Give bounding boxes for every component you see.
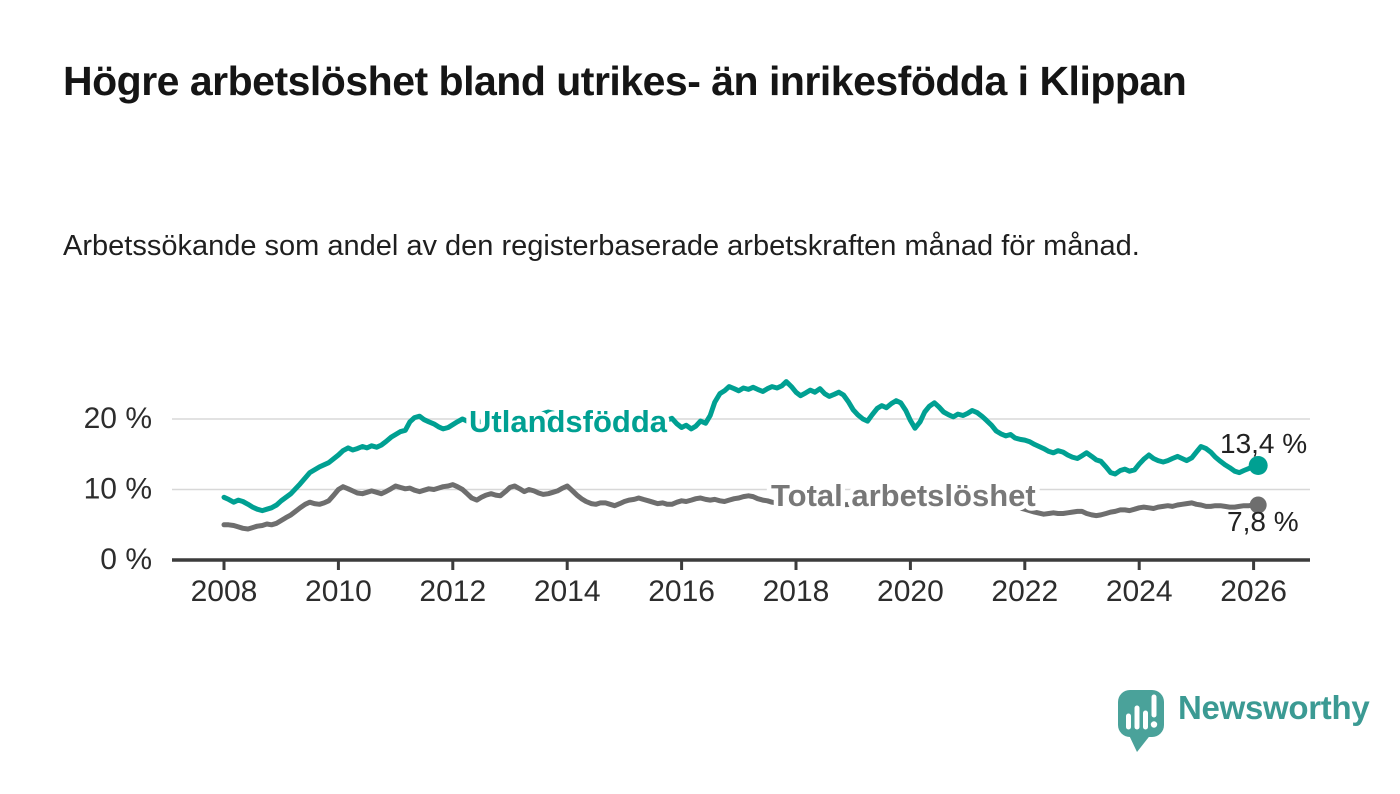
y-tick-label: 20 % bbox=[84, 402, 152, 435]
series-line-total bbox=[221, 482, 1261, 532]
logo-exclamation-dot bbox=[1150, 721, 1158, 728]
x-tick-label: 2024 bbox=[1106, 575, 1173, 608]
brand-footer: Newsworthy bbox=[1116, 686, 1370, 756]
series-label-total: Total arbetslöshet bbox=[771, 478, 1036, 513]
end-value-label-total: 7,8 % bbox=[1227, 506, 1299, 537]
newsworthy-logo-icon bbox=[1118, 690, 1164, 752]
x-tick-label: 2022 bbox=[991, 575, 1058, 608]
y-tick-label: 0 % bbox=[100, 543, 152, 576]
x-tick-label: 2012 bbox=[419, 575, 486, 608]
series-line-utlandsfodda bbox=[221, 379, 1261, 514]
series-end-dot-utlandsfodda bbox=[1248, 456, 1268, 476]
y-tick-label: 10 % bbox=[84, 473, 152, 506]
x-tick-label: 2018 bbox=[763, 575, 830, 608]
series-label-utlandsfodda: Utlandsfödda bbox=[469, 404, 668, 439]
chart-subtitle: Arbetssökande som andel av den registerb… bbox=[63, 230, 1140, 262]
brand-wordmark: Newsworthy bbox=[1178, 689, 1370, 726]
x-tick-label: 2016 bbox=[648, 575, 715, 608]
chart-title: Högre arbetslöshet bland utrikes- än inr… bbox=[63, 58, 1187, 104]
x-tick-label: 2014 bbox=[534, 575, 601, 608]
end-value-label-utlandsfodda: 13,4 % bbox=[1220, 428, 1307, 459]
x-tick-label: 2010 bbox=[305, 575, 372, 608]
x-tick-label: 2008 bbox=[191, 575, 258, 608]
x-tick-label: 2026 bbox=[1220, 575, 1287, 608]
x-tick-label: 2020 bbox=[877, 575, 944, 608]
series-end-dot-total bbox=[1249, 496, 1267, 514]
